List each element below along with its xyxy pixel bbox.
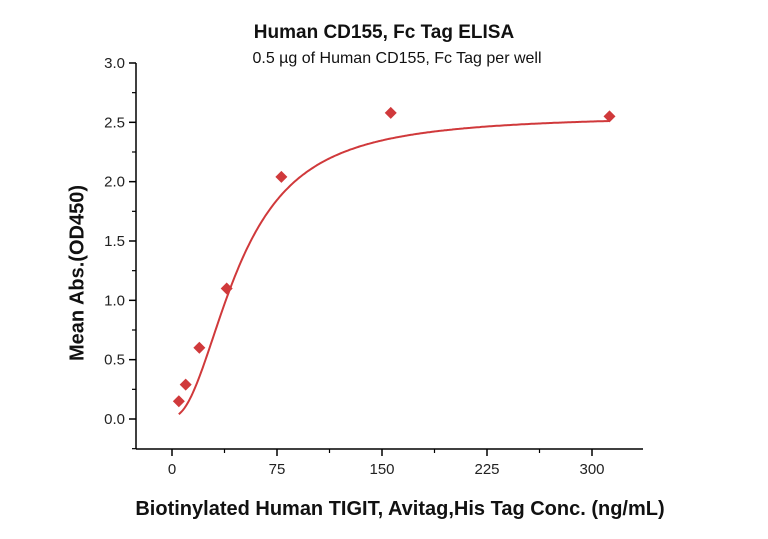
- x-tick-label: 225: [474, 461, 499, 478]
- axes: 0.0 0.5 1.0 1.5 2.0 2.5 3.0 0 75 150 225 300: [104, 55, 643, 478]
- y-tick-label: 2.5: [104, 114, 125, 131]
- x-axis-label: Biotinylated Human TIGIT, Avitag,His Tag…: [135, 498, 665, 520]
- data-point-diamond: [603, 110, 616, 123]
- chart-title: Human CD155, Fc Tag ELISA: [253, 22, 515, 43]
- data-point-diamond: [275, 170, 288, 183]
- chart-subtitle: 0.5 µg of Human CD155, Fc Tag per well: [252, 50, 542, 67]
- y-tick-label: 0.5: [104, 352, 125, 369]
- data-point-diamond: [193, 341, 206, 354]
- data-point-diamond: [220, 282, 233, 295]
- y-tick-label: 3.0: [104, 55, 125, 72]
- x-tick-label: 300: [579, 461, 604, 478]
- data-point-diamond: [384, 106, 397, 119]
- fit-curve: [178, 120, 610, 415]
- y-tick-label: 1.5: [104, 233, 125, 250]
- y-tick-label: 2.0: [104, 174, 125, 191]
- x-tick-label: 0: [168, 461, 176, 478]
- y-tick-label: 1.0: [104, 292, 125, 309]
- x-tick-label: 75: [269, 461, 286, 478]
- data-point-diamond: [179, 378, 192, 391]
- y-tick-label: 0.0: [104, 411, 125, 428]
- data-points: [172, 106, 616, 408]
- x-tick-label: 150: [369, 461, 394, 478]
- data-point-diamond: [172, 395, 185, 408]
